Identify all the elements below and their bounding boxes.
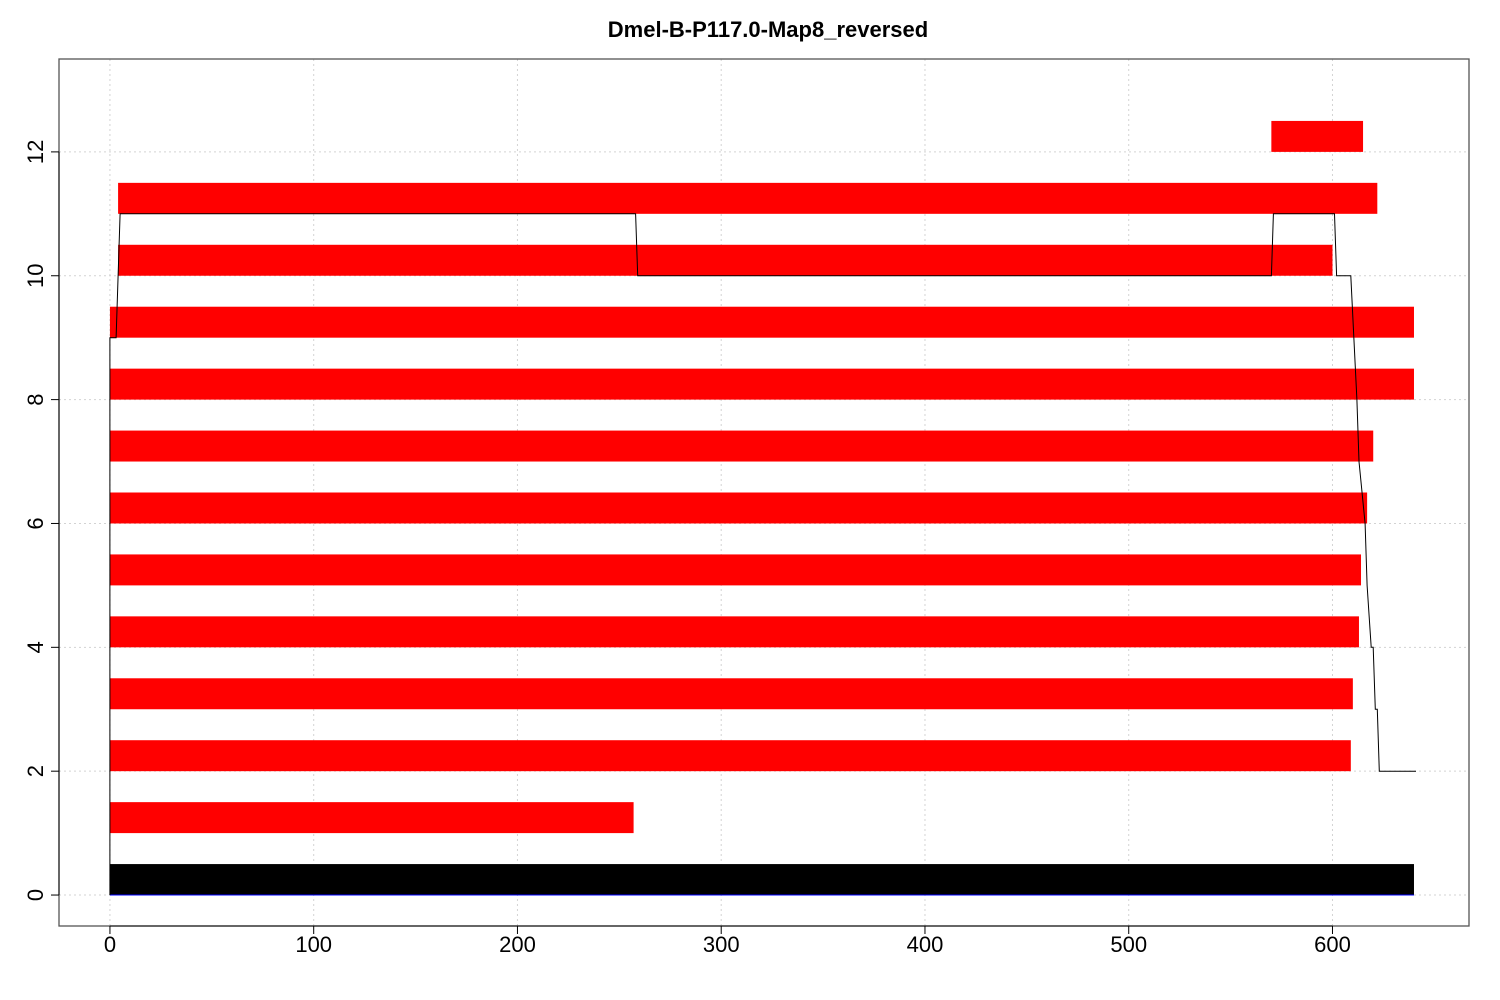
segment-bar: [109, 492, 1368, 524]
x-tick-label: 200: [499, 932, 536, 957]
y-tick-label: 10: [23, 264, 48, 288]
y-tick-label: 4: [23, 641, 48, 653]
segment-bar: [1271, 120, 1364, 152]
segment-bar: [109, 678, 1353, 710]
segment-bar: [109, 802, 634, 834]
segment-bar: [109, 616, 1359, 648]
bars: [109, 120, 1414, 896]
x-tick-label: 100: [295, 932, 332, 957]
alignment-path: [109, 213, 1416, 895]
segment-bar: [109, 306, 1414, 338]
x-axis: 0 100 200 300 400 500 600: [104, 925, 1351, 957]
chart-title: Dmel-B-P117.0-Map8_reversed: [608, 17, 928, 42]
y-tick-label: 0: [23, 889, 48, 901]
y-tick-label: 8: [23, 393, 48, 405]
segment-bar: [109, 554, 1362, 586]
x-tick-label: 600: [1314, 932, 1351, 957]
y-tick-label: 12: [23, 140, 48, 164]
x-tick-label: 500: [1110, 932, 1147, 957]
path-line: [109, 213, 1416, 895]
segment-bar: [109, 740, 1351, 772]
reference-bar: [109, 864, 1414, 896]
segment-bar: [118, 244, 1333, 276]
y-axis: 0 2 4 6 8 10 12: [23, 140, 60, 901]
segment-bar: [118, 182, 1378, 214]
x-tick-label: 400: [907, 932, 944, 957]
y-tick-label: 6: [23, 517, 48, 529]
segment-bar: [109, 430, 1374, 462]
x-tick-label: 0: [104, 932, 116, 957]
y-tick-label: 2: [23, 765, 48, 777]
x-tick-label: 300: [703, 932, 740, 957]
segment-bar: [109, 368, 1414, 400]
